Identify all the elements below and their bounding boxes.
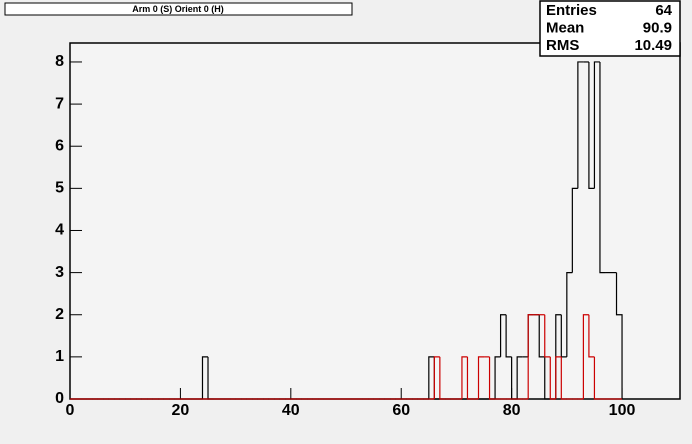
histogram-bin <box>588 314 595 358</box>
histogram-bin <box>538 314 545 358</box>
histogram-bin <box>593 61 600 189</box>
histogram-bin <box>516 356 523 399</box>
stats-box <box>539 0 681 57</box>
histogram-bin <box>544 314 551 358</box>
histogram-bin <box>466 356 473 400</box>
histogram-bin <box>201 356 209 399</box>
x-tick-label: 20 <box>172 402 190 419</box>
chart-title: Arm 0 (S) Orient 0 (H) <box>132 4 224 14</box>
histogram-bin <box>505 314 512 358</box>
y-tick-label: 2 <box>55 306 64 323</box>
x-tick-label: 40 <box>282 402 300 419</box>
y-tick-label: 4 <box>55 222 64 239</box>
y-tick-label: 8 <box>55 53 64 70</box>
histogram-bin <box>549 356 556 400</box>
y-tick-label: 0 <box>55 390 64 407</box>
histogram-bin <box>615 272 623 399</box>
histogram-bin <box>428 356 435 399</box>
y-tick-label: 1 <box>55 348 64 365</box>
histogram-bin <box>599 61 606 274</box>
x-tick-label: 0 <box>66 402 75 419</box>
x-tick-label: 80 <box>503 402 521 419</box>
y-tick-label: 7 <box>55 95 64 112</box>
y-tick-label: 3 <box>55 264 64 281</box>
stat-value: 10.49 <box>634 37 672 54</box>
x-tick-label: 100 <box>609 402 636 419</box>
x-tick-label: 60 <box>392 402 410 419</box>
stat-label: Entries <box>546 2 597 19</box>
histogram-bin <box>499 314 507 357</box>
stat-value: 90.9 <box>643 19 672 36</box>
histogram-bin <box>571 187 578 273</box>
histogram-bin <box>560 356 567 400</box>
stat-value: 64 <box>655 2 672 19</box>
histogram-bin <box>588 61 595 189</box>
histogram-bin <box>494 356 501 399</box>
histogram-bin <box>566 272 573 357</box>
histogram-bin <box>555 356 562 399</box>
histogram-bin <box>593 356 600 400</box>
title-box <box>4 2 353 16</box>
histogram-bin <box>488 356 496 400</box>
stat-label: RMS <box>546 37 579 54</box>
stat-label: Mean <box>546 19 584 36</box>
histogram-bin <box>477 356 485 399</box>
histogram-bin <box>433 356 440 399</box>
histogram-bin <box>577 61 584 189</box>
y-tick-label: 5 <box>55 180 64 197</box>
histogram-bin <box>439 356 446 400</box>
y-tick-label: 6 <box>55 137 64 154</box>
histogram-bin <box>461 356 468 399</box>
histogram-bin <box>582 314 589 399</box>
histogram-bin <box>527 314 534 399</box>
histogram-bin <box>544 356 551 400</box>
